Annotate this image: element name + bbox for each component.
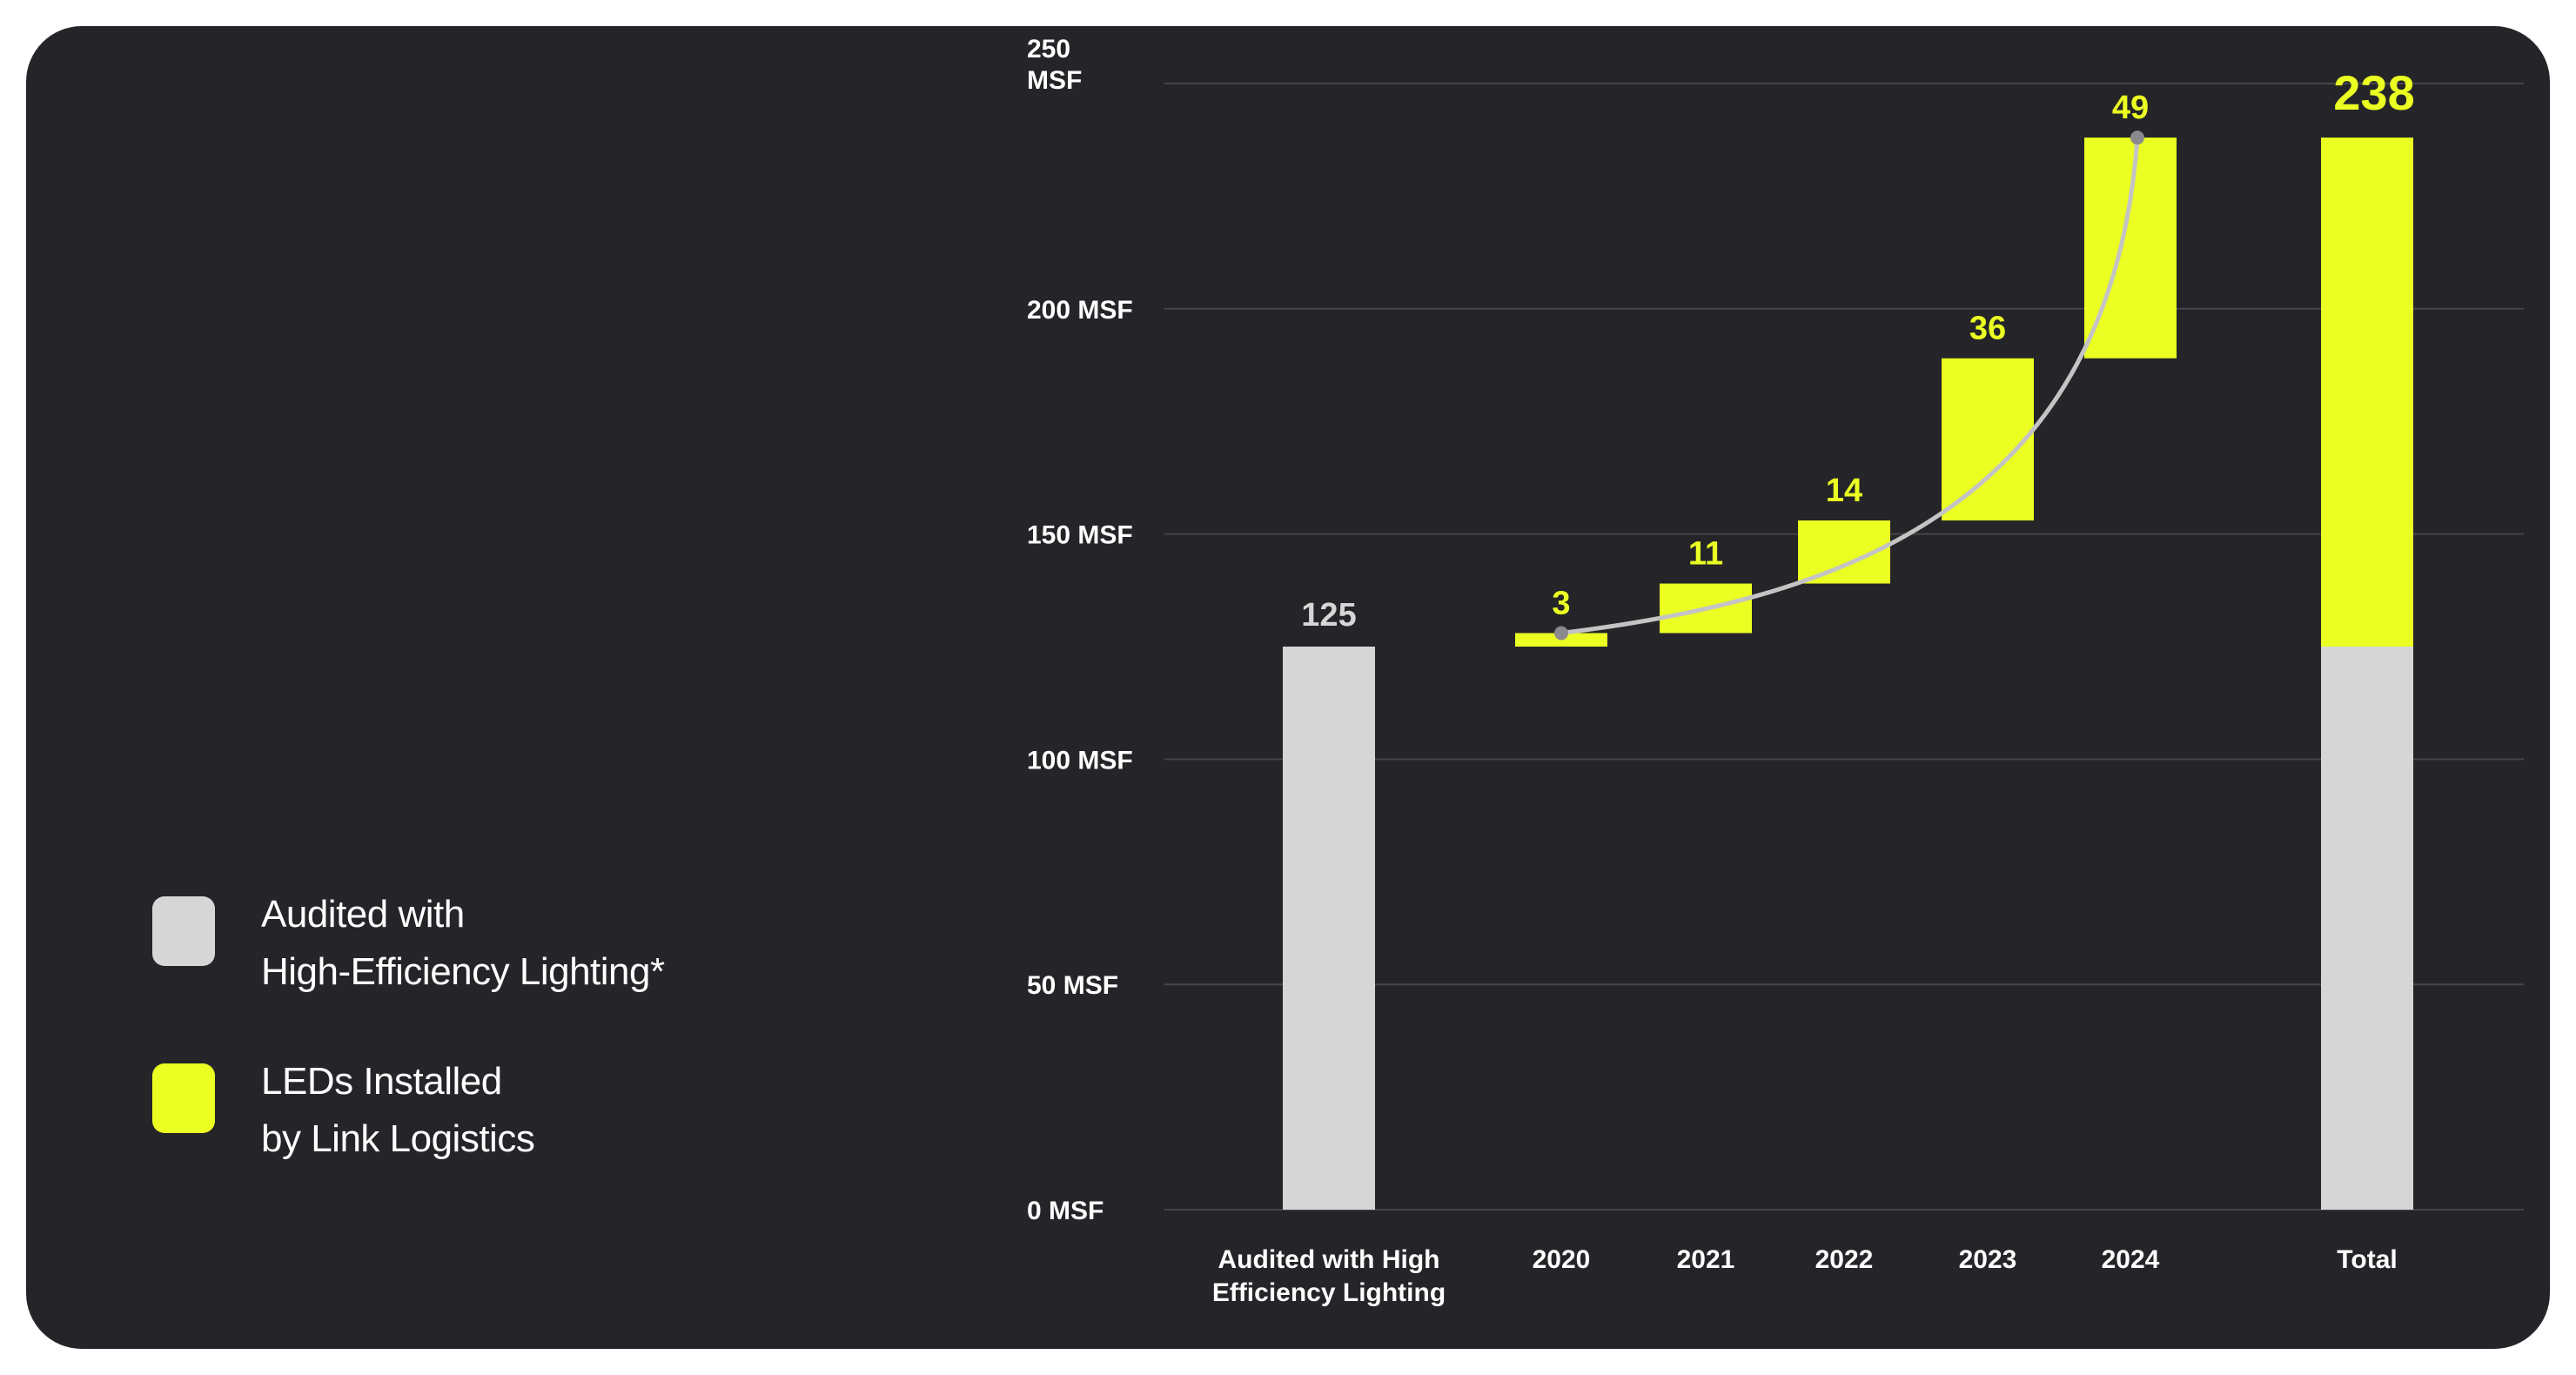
data-label: 14 (1826, 473, 1862, 509)
y-tick-label: 50 MSF (1027, 971, 1118, 1000)
y-tick-label: 250 MSF (1027, 35, 1082, 95)
legend-swatch-audited (152, 896, 215, 966)
trend-curve-line (1560, 137, 2140, 635)
data-label: 36 (1969, 311, 2006, 347)
x-tick-label: 2022 (1815, 1245, 1874, 1274)
bar-led-2023 (1942, 358, 2034, 521)
y-tick-label: 200 MSF (1027, 296, 1133, 325)
x-tick-label: 2021 (1677, 1245, 1735, 1274)
x-tick-label: 2023 (1959, 1245, 2017, 1274)
bar-audited (1283, 647, 1375, 1210)
trend-curve (1554, 131, 2144, 641)
x-tick-label: 2020 (1533, 1245, 1591, 1274)
data-label: 11 (1688, 536, 1723, 573)
bar-total-led (2321, 138, 2413, 647)
trend-start-dot (1554, 626, 1568, 641)
data-label-total: 238 (2333, 65, 2414, 120)
x-tick-label: 2024 (2102, 1245, 2160, 1274)
legend-swatch-led (152, 1063, 215, 1133)
data-label: 49 (2112, 90, 2149, 126)
y-tick-label: 150 MSF (1027, 521, 1133, 550)
legend-label-audited: Audited with High-Efficiency Lighting* (261, 893, 665, 993)
trend-end-dot (2130, 131, 2144, 145)
x-axis-ticks: Audited with High Efficiency Lighting 2020… (1212, 1245, 2398, 1307)
bar-total-audited (2321, 647, 2413, 1210)
x-tick-label: Total (2337, 1245, 2397, 1274)
y-axis-ticks: 0 MSF 50 MSF 100 MSF 150 MSF 200 MSF 250 MSF (1027, 35, 1133, 1225)
legend-label-led: LEDs Installed by Link Logistics (261, 1060, 535, 1160)
data-label: 125 (1301, 597, 1356, 634)
bar-led-2024 (2084, 138, 2177, 359)
data-label: 3 (1552, 585, 1570, 621)
waterfall-chart: 0 MSF 50 MSF 100 MSF 150 MSF 200 MSF 250 MSF 1… (1027, 35, 2524, 1307)
y-tick-label: 100 MSF (1027, 746, 1133, 775)
bars (1283, 138, 2413, 1210)
chart-card: Audited with High-Efficiency Lighting* L… (26, 26, 2550, 1349)
x-tick-label: Audited with High Efficiency Lighting (1212, 1245, 1446, 1307)
data-labels: 125 3 11 14 36 49 238 (1301, 65, 2414, 634)
y-tick-label: 0 MSF (1027, 1197, 1104, 1225)
